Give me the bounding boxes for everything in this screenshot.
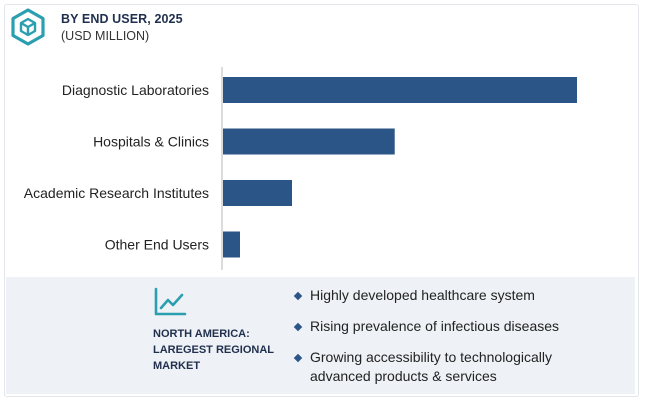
bar-academic-research-institutes <box>223 180 292 206</box>
line-chart-icon <box>154 287 187 316</box>
region-line: MARKET <box>153 360 201 372</box>
category-label: Other End Users <box>105 237 209 253</box>
bullet-text: advanced products & services <box>310 368 497 384</box>
region-line: NORTH AMERICA: <box>153 328 250 340</box>
chart-card <box>4 4 639 397</box>
category-label: Academic Research Institutes <box>24 185 209 201</box>
bullet-item: Rising prevalence of infectious diseases <box>293 317 613 336</box>
hexagon-cube-icon <box>11 8 45 46</box>
bullet-list: Highly developed healthcare system Risin… <box>293 286 613 398</box>
region-highlight: NORTH AMERICA: LAREGEST REGIONAL MARKET <box>153 326 293 374</box>
diamond-bullet-icon <box>293 353 303 363</box>
diamond-bullet-icon <box>293 322 303 332</box>
bullet-text: Growing accessibility to technologically <box>310 349 552 365</box>
chart-subtitle: (USD MILLION) <box>61 29 150 43</box>
chart-title: BY END USER, 2025 <box>61 12 183 26</box>
bullet-text: Rising prevalence of infectious diseases <box>310 318 560 334</box>
bullet-item: Highly developed healthcare system <box>293 286 613 305</box>
region-line: LAREGEST REGIONAL <box>153 344 275 356</box>
bar-chart: Diagnostic Laboratories Hospitals & Clini… <box>24 67 577 270</box>
bar-diagnostic-laboratories <box>223 77 577 103</box>
bullet-item: Growing accessibility to technologically… <box>293 348 613 386</box>
bar-other-end-users <box>223 231 240 258</box>
bar-hospitals-clinics <box>223 128 395 155</box>
footer-panel: NORTH AMERICA: LAREGEST REGIONAL MARKET … <box>6 277 635 394</box>
bullet-text: Highly developed healthcare system <box>310 287 535 303</box>
category-label: Diagnostic Laboratories <box>62 82 209 98</box>
diamond-bullet-icon <box>293 291 303 301</box>
category-label: Hospitals & Clinics <box>93 134 209 150</box>
